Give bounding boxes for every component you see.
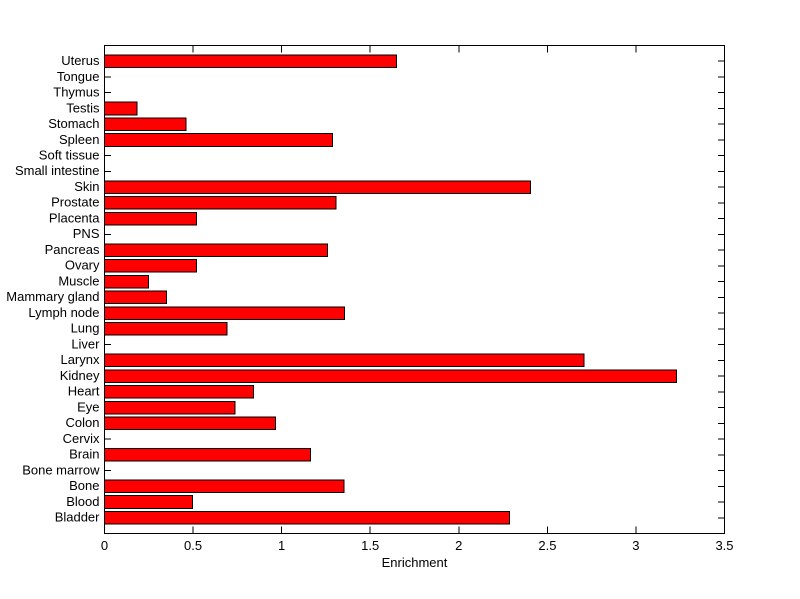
svg-text:Colon: Colon <box>66 415 100 430</box>
svg-text:Eye: Eye <box>77 399 99 414</box>
svg-text:Brain: Brain <box>69 447 99 462</box>
svg-text:Testis: Testis <box>66 100 100 115</box>
svg-text:Liver: Liver <box>71 336 100 351</box>
svg-text:Lymph node: Lymph node <box>28 305 99 320</box>
svg-text:Mammary gland: Mammary gland <box>6 289 99 304</box>
svg-text:2.5: 2.5 <box>538 538 556 553</box>
svg-text:Bladder: Bladder <box>55 510 100 525</box>
svg-text:Bone: Bone <box>69 478 99 493</box>
svg-text:Stomach: Stomach <box>48 116 99 131</box>
svg-text:Bone marrow: Bone marrow <box>22 462 100 477</box>
svg-text:Spleen: Spleen <box>59 132 99 147</box>
svg-text:Soft tissue: Soft tissue <box>39 147 100 162</box>
svg-text:3.5: 3.5 <box>715 538 733 553</box>
svg-text:Cervix: Cervix <box>63 431 100 446</box>
svg-text:Kidney: Kidney <box>60 368 100 383</box>
svg-text:Enrichment: Enrichment <box>382 555 448 570</box>
svg-text:0.5: 0.5 <box>184 538 202 553</box>
svg-text:3: 3 <box>632 538 639 553</box>
svg-text:PNS: PNS <box>73 226 100 241</box>
svg-text:Tongue: Tongue <box>57 69 100 84</box>
svg-text:Placenta: Placenta <box>49 210 100 225</box>
svg-text:Muscle: Muscle <box>58 273 99 288</box>
svg-text:Heart: Heart <box>68 384 100 399</box>
svg-text:Pancreas: Pancreas <box>45 242 100 257</box>
svg-text:Prostate: Prostate <box>51 195 99 210</box>
svg-text:Lung: Lung <box>71 321 100 336</box>
svg-text:Small intestine: Small intestine <box>15 163 100 178</box>
svg-text:1.5: 1.5 <box>361 538 379 553</box>
svg-text:Uterus: Uterus <box>61 53 100 68</box>
svg-text:Blood: Blood <box>66 494 99 509</box>
svg-text:0: 0 <box>101 538 108 553</box>
svg-text:Larynx: Larynx <box>60 352 100 367</box>
svg-text:Ovary: Ovary <box>65 258 100 273</box>
svg-text:Thymus: Thymus <box>53 85 100 100</box>
svg-text:Skin: Skin <box>74 179 99 194</box>
svg-text:1: 1 <box>278 538 285 553</box>
svg-text:2: 2 <box>455 538 462 553</box>
